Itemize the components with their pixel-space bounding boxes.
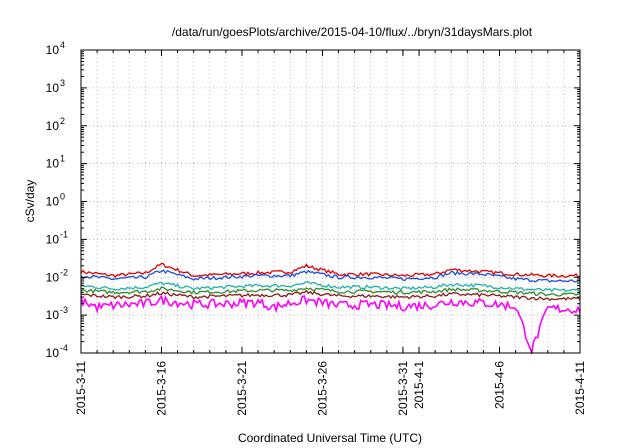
y-tick-label: 10 [46,157,60,171]
x-tick-label: 2015-4-11 [573,361,587,415]
series-line-2 [80,269,581,283]
chart-title: /data/run/goesPlots/archive/2015-04-10/f… [172,25,533,39]
y-tick-exponent: 4 [60,40,65,50]
series-line-1 [80,262,581,279]
x-tick-label: 2015-3-21 [235,361,249,416]
x-tick-label: 2015-3-11 [74,361,88,415]
series-line-3 [80,281,581,293]
y-tick-exponent: 3 [60,78,65,88]
series-line-4 [80,286,581,297]
x-axis: 2015-3-11 2015-3-16 2015-3-21 2015-3-26 2015… [74,50,587,416]
x-axis-label: Coordinated Universal Time (UTC) [238,431,422,445]
y-tick-label: 10 [46,232,60,246]
y-tick-label: 10 [46,270,60,284]
x-tick-label: 2015-3-16 [154,361,168,416]
y-tick-label: 10 [46,346,60,360]
y-tick-exponent: -4 [60,343,68,353]
y-tick-label: 10 [46,119,60,133]
x-tick-label: 2015-4-1 [412,361,426,409]
y-tick-label: 10 [46,195,60,209]
y-tick-label: 10 [46,81,60,95]
series-group [80,262,581,356]
y-axis-label: cSv/day [23,180,37,223]
x-tick-label: 2015-4-6 [493,361,507,409]
y-tick-exponent: 0 [60,192,65,202]
series-line-6 [80,294,581,356]
y-tick-label: 10 [46,308,60,322]
y-tick-exponent: -1 [60,229,68,239]
y-tick-exponent: -3 [60,305,68,315]
y-tick-exponent: 2 [60,116,65,126]
series-line-5 [80,289,581,302]
y-tick-exponent: 1 [60,154,65,164]
y-tick-exponent: -2 [60,267,68,277]
y-tick-label: 10 [46,43,60,57]
x-tick-label: 2015-3-31 [396,361,410,416]
x-tick-label: 2015-3-26 [315,361,329,416]
